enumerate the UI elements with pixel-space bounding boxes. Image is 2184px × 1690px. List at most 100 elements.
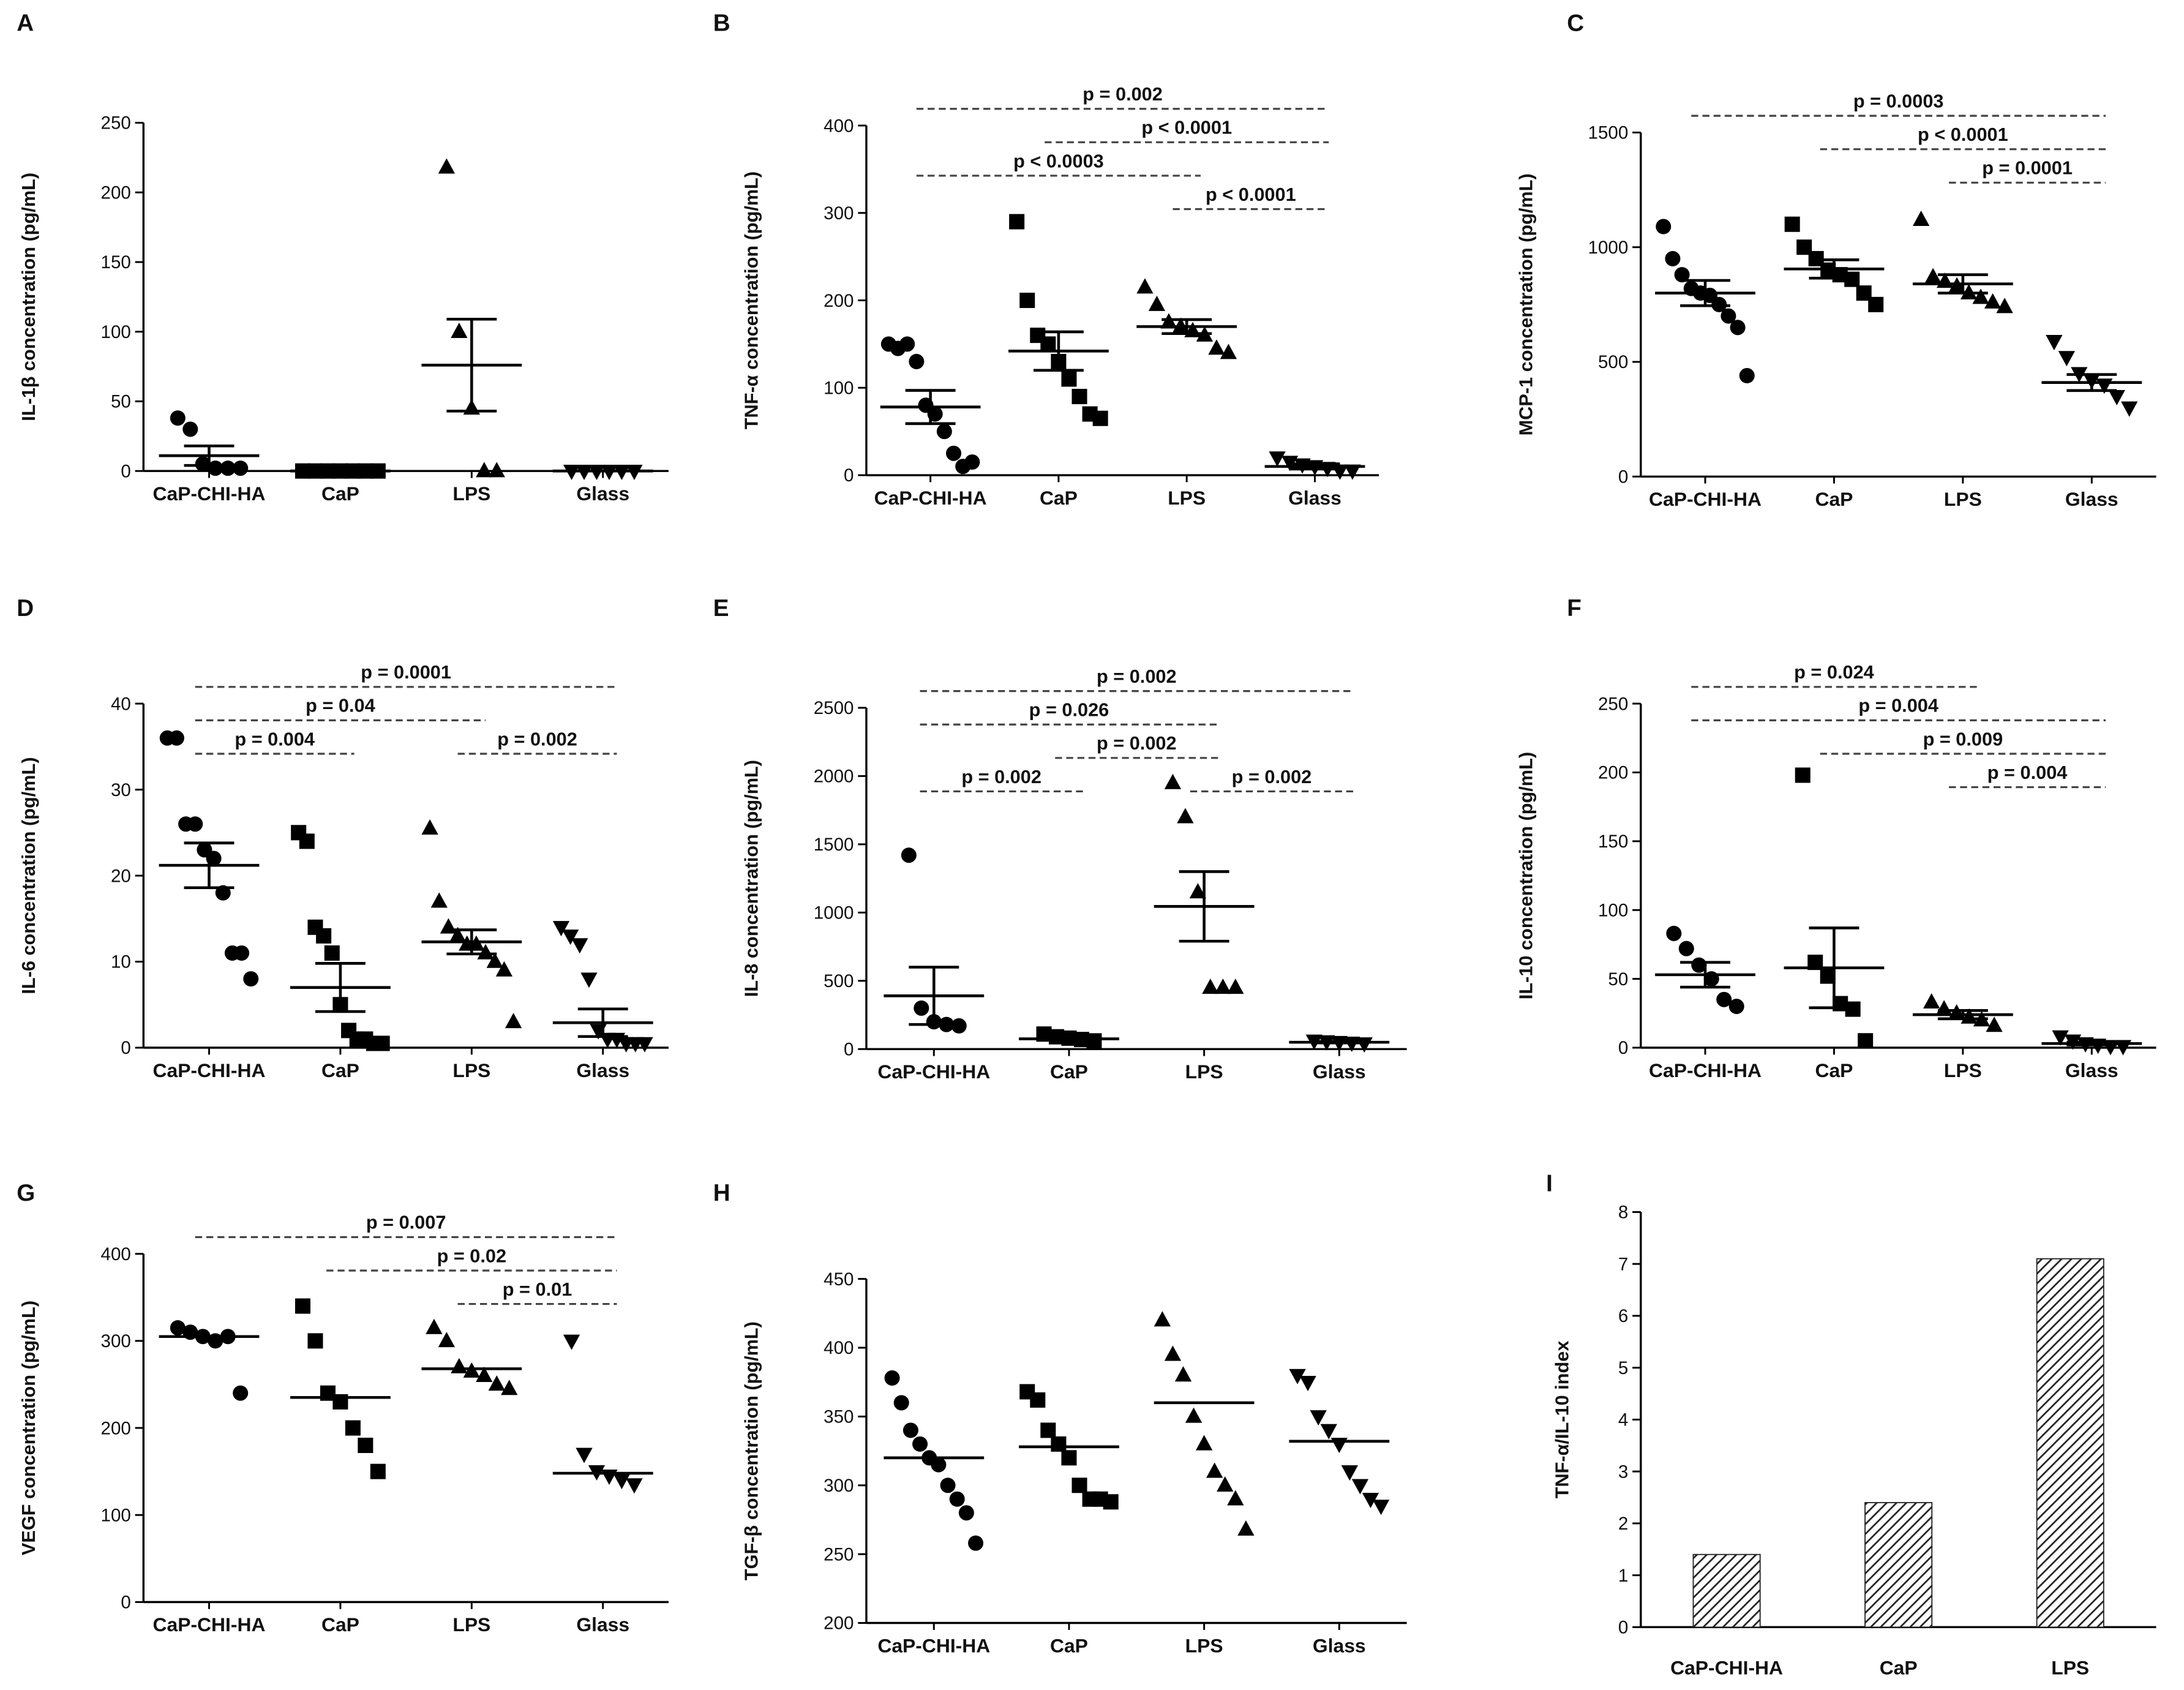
y-axis-label: TNF-α/IL-10 index	[1552, 1341, 1573, 1499]
point	[1206, 1462, 1223, 1478]
y-tick-label: 1000	[1588, 238, 1629, 258]
panel-label: C	[1567, 10, 1584, 36]
point	[476, 1366, 493, 1382]
point	[1136, 278, 1154, 294]
point	[1281, 456, 1299, 471]
point	[636, 1037, 653, 1053]
x-tick-label: LPS	[2051, 1657, 2089, 1679]
point	[1202, 978, 1219, 994]
y-tick-label: 1500	[814, 835, 854, 855]
point	[1189, 883, 1207, 899]
point	[168, 730, 184, 746]
point	[1320, 1424, 1337, 1440]
point	[488, 1375, 505, 1391]
point	[1040, 336, 1056, 352]
y-tick-label: 3	[1618, 1462, 1628, 1482]
point	[1674, 267, 1690, 283]
point	[1214, 978, 1231, 994]
point	[964, 454, 980, 470]
point	[234, 945, 250, 961]
x-tick-label: CaP	[1050, 1634, 1088, 1656]
point	[1341, 1465, 1359, 1481]
y-axis-label: TGF-β concentration (pg/mL)	[741, 1321, 762, 1580]
point	[1103, 1494, 1119, 1510]
x-tick-label: CaP	[1815, 1059, 1853, 1081]
panel-label: H	[713, 1180, 730, 1206]
p-value: p < 0.0001	[1206, 184, 1296, 205]
y-tick-label: 8	[1618, 1203, 1628, 1223]
y-tick-label: 300	[101, 1331, 131, 1351]
p-value: p = 0.002	[497, 728, 577, 749]
x-tick-label: CaP	[321, 1059, 359, 1081]
x-tick-label: Glass	[576, 483, 629, 505]
point	[1030, 1392, 1046, 1408]
y-tick-label: 250	[824, 1544, 854, 1564]
point	[430, 892, 448, 908]
point	[495, 961, 513, 977]
point	[358, 1437, 373, 1453]
y-tick-label: 200	[824, 291, 854, 311]
point	[1739, 367, 1755, 383]
y-axis-label: IL-1β concentration (pg/mL)	[18, 173, 39, 421]
y-tick-label: 50	[111, 392, 131, 412]
point	[451, 322, 468, 338]
point	[1795, 767, 1811, 783]
x-tick-label: LPS	[1944, 1059, 1982, 1081]
point	[233, 460, 249, 476]
y-tick-label: 250	[1598, 694, 1628, 714]
point	[1154, 1311, 1171, 1327]
y-axis-label: TNF-α concentration (pg/mL)	[741, 171, 762, 429]
x-tick-label: CaP-CHI-HA	[1670, 1657, 1783, 1679]
y-tick-label: 200	[101, 182, 131, 203]
p-value: p = 0.024	[1794, 661, 1874, 683]
point	[307, 1333, 323, 1349]
point	[884, 1370, 900, 1386]
y-tick-label: 450	[824, 1269, 854, 1290]
point	[2052, 1030, 2069, 1046]
x-tick-label: CaP-CHI-HA	[1649, 488, 1762, 510]
p-value: p = 0.0001	[1982, 157, 2073, 179]
y-tick-label: 40	[111, 694, 131, 714]
point	[2121, 401, 2138, 417]
point	[901, 847, 917, 863]
x-tick-label: Glass	[1288, 487, 1342, 509]
x-tick-label: CaP-CHI-HA	[877, 1634, 990, 1656]
point	[1784, 216, 1800, 232]
y-tick-label: 100	[824, 378, 854, 399]
point	[1986, 1016, 2003, 1032]
point	[299, 833, 315, 849]
p-value: p = 0.002	[1097, 732, 1177, 754]
point	[2108, 389, 2125, 405]
point	[946, 445, 962, 461]
x-tick-label: CaP-CHI-HA	[153, 1059, 266, 1081]
x-tick-label: Glass	[576, 1613, 629, 1636]
point	[1666, 925, 1682, 941]
point	[1071, 1478, 1087, 1493]
y-tick-label: 6	[1618, 1306, 1628, 1326]
y-tick-label: 0	[121, 1038, 130, 1058]
point	[1009, 214, 1025, 230]
y-tick-label: 400	[101, 1244, 131, 1264]
point	[1858, 1033, 1874, 1049]
point	[1912, 210, 1930, 226]
y-tick-label: 0	[121, 1593, 130, 1613]
point	[1362, 1492, 1379, 1509]
p-value: p = 0.002	[1232, 766, 1312, 787]
p-value: p = 0.026	[1029, 699, 1109, 721]
y-tick-label: 300	[824, 203, 854, 223]
point	[1310, 1410, 1327, 1426]
point	[1730, 320, 1746, 336]
x-tick-label: LPS	[452, 1613, 490, 1636]
panel-label: D	[17, 595, 34, 622]
point	[1289, 1369, 1306, 1384]
y-tick-label: 1	[1618, 1566, 1628, 1586]
x-tick-label: LPS	[1185, 1061, 1223, 1083]
x-tick-label: CaP	[1815, 488, 1853, 510]
p-value: p = 0.004	[1987, 762, 2068, 783]
point	[1051, 1436, 1067, 1452]
y-tick-label: 100	[1598, 900, 1628, 920]
p-value: p < 0.0001	[1918, 124, 2008, 145]
x-tick-label: Glass	[1313, 1061, 1366, 1083]
x-tick-label: CaP-CHI-HA	[877, 1061, 990, 1083]
